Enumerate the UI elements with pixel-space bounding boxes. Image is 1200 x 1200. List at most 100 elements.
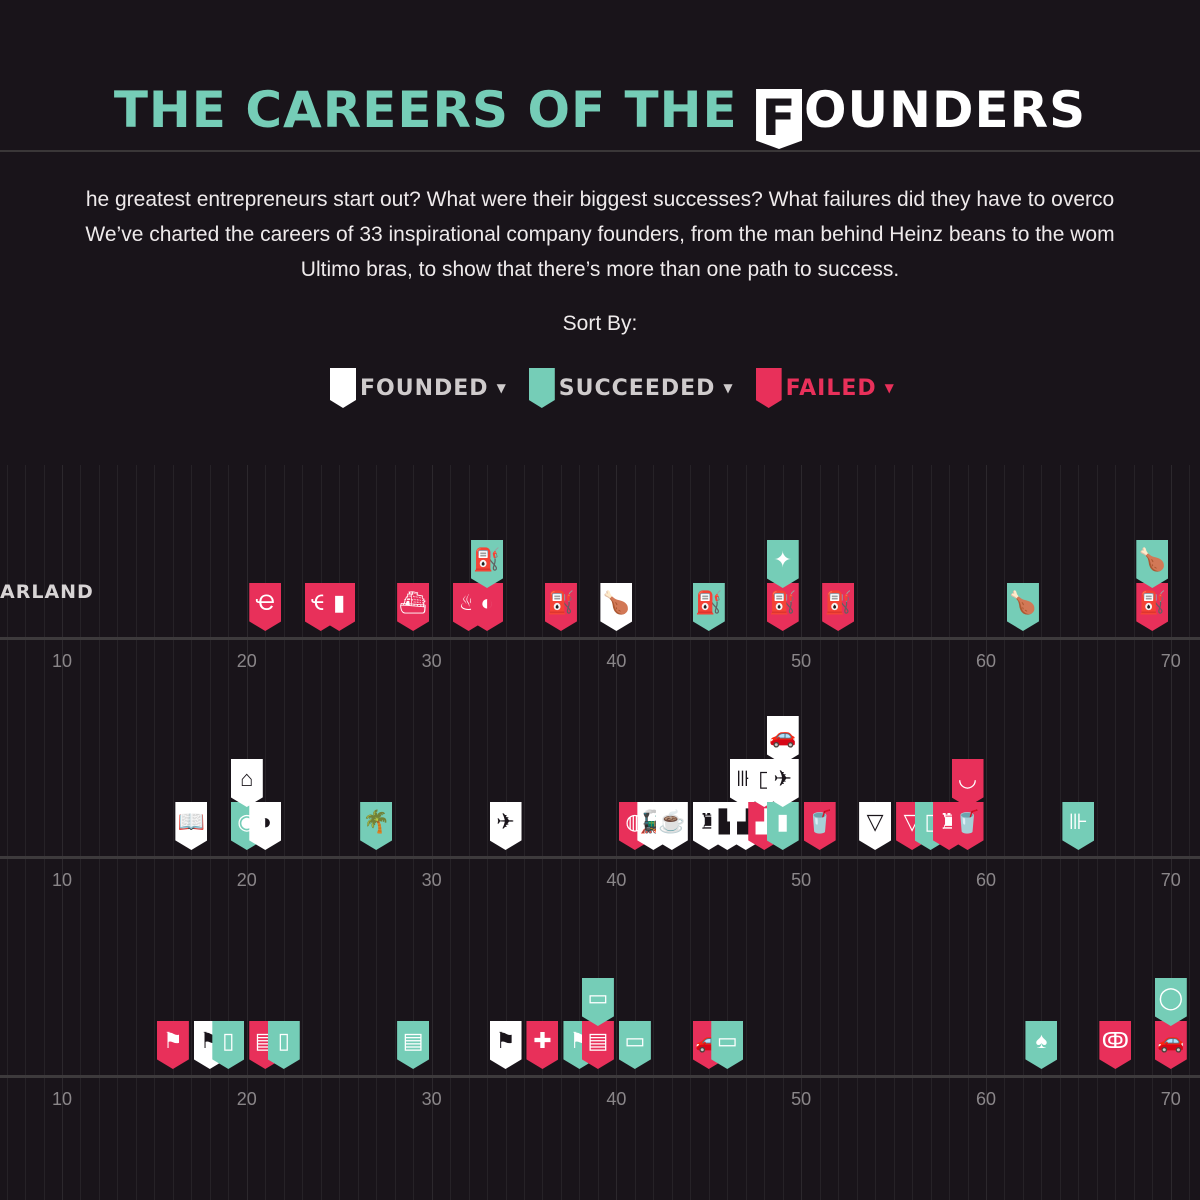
sort-founded-button[interactable]: FOUNDED ▼ [330,368,507,408]
x-tick-label: 10 [51,651,73,671]
chevron-down-icon: ▼ [884,381,895,395]
founded-marker-car-icon[interactable]: 🚗 [766,716,799,764]
succeeded-marker-book-icon[interactable]: ▯ [267,1021,300,1069]
succeeded-marker-ring-icon[interactable]: ◯ [1154,978,1187,1026]
grid-line [524,465,525,1200]
succeeded-marker-spade-icon[interactable]: ♠ [1025,1021,1058,1069]
grid-line [1133,465,1135,1200]
x-tick-label: 60 [975,651,997,671]
grid-line [357,465,359,1200]
succeeded-marker-book-icon[interactable]: ▯ [212,1021,245,1069]
grid-line [1041,465,1043,1200]
grid-line [80,465,82,1200]
succeeded-marker-chicken-leg-icon[interactable]: 🍗 [1006,583,1039,631]
row-baseline [0,1075,1200,1078]
careers-chart: 10 20 30 40 50 60 70 ARLAND Ҽ Ҽ ▮ ⛴ ♨ ◐ ⛽ ⛽ 🍗 ⛽ ⛽ ✦ ⛽ 🍗 ⛽ 🍗 10 20… [0,465,1200,1200]
failed-marker-gas-pump-icon[interactable]: ▮ [323,583,356,631]
x-tick-label: 70 [1160,1089,1181,1109]
grid-line [801,465,803,1200]
founded-marker-shop-icon[interactable]: ⌂ [230,759,263,807]
succeeded-marker-laptop-icon[interactable]: ▭ [711,1021,744,1069]
sort-succeeded-button[interactable]: SUCCEEDED ▼ [528,368,734,408]
founded-marker-plane-icon[interactable]: ✈ [766,759,799,807]
x-tick-label: 30 [421,651,442,671]
succeeded-marker-dumbbell-icon[interactable]: ⊪ [1062,802,1095,850]
row-baseline [0,856,1200,859]
succeeded-marker-island-icon[interactable]: 🌴 [360,802,393,850]
grid-line [6,465,8,1200]
grid-line [986,465,987,1200]
sort-founded-label: FOUNDED [360,375,489,401]
failed-marker-bandage-icon[interactable]: ✚ [526,1021,559,1069]
grid-line [320,465,322,1200]
grid-line [339,465,341,1200]
x-tick-label: 70 [1160,651,1181,671]
grid-line [283,465,285,1200]
founded-marker-underwear-icon[interactable]: ▽ [859,802,892,850]
grid-line [1059,465,1061,1200]
x-tick-label: 60 [975,1089,997,1109]
failed-marker-car-icon[interactable]: 🚗 [1154,1021,1187,1069]
grid-line [135,465,137,1200]
grid-line [431,465,433,1200]
grid-line [579,465,581,1200]
succeeded-marker-chicken-leg-icon[interactable]: 🍗 [1136,540,1169,588]
failed-marker-lips-icon[interactable]: ◡ [951,759,984,807]
succeeded-marker-gas-pump-icon[interactable]: ⛽ [471,540,504,588]
intro-line-3: Ultimo bras, to show that there’s more t… [300,258,900,281]
chevron-down-icon: ▼ [496,381,507,395]
succeeded-marker-laptop-icon[interactable]: ▭ [618,1021,651,1069]
chevron-down-icon: ▼ [723,381,734,395]
succeeded-marker-eagle-icon[interactable]: ✦ [766,540,799,588]
founded-marker-lamp-icon[interactable]: ⚑ [489,1021,522,1069]
founded-marker-plane-icon[interactable]: ✈ [489,802,522,850]
failed-marker-gas-pump-icon[interactable]: ⛽ [822,583,855,631]
grid-line [856,465,858,1200]
failed-marker-cup-icon[interactable]: 🥤 [951,802,984,850]
failed-marker-tricycle-icon[interactable]: ↂ [1099,1021,1132,1069]
failed-marker-tire-icon[interactable]: ◐ [471,583,504,631]
f-badge-logo: F [756,89,803,149]
sort-controls: FOUNDED ▼ SUCCEEDED ▼ FAILED ▼ [330,367,895,409]
failed-marker-cup-icon[interactable]: 🥤 [803,802,836,850]
founded-marker-chicken-leg-icon[interactable]: 🍗 [600,583,633,631]
succeeded-marker-gas-pump-icon[interactable]: ⛽ [692,583,725,631]
grid-line [98,465,100,1200]
founded-marker-book-icon[interactable]: 📖 [175,802,208,850]
sort-by-label: Sort By: [562,312,638,335]
grid-line [1004,465,1006,1200]
title-white: OUNDERS [804,81,1087,139]
grid-line [209,465,211,1200]
failed-marker-lamp-icon[interactable]: ⚑ [156,1021,189,1069]
grid-line [1096,465,1098,1200]
x-tick-label: 40 [606,651,627,671]
failed-marker-gas-pump-icon[interactable]: ⛽ [544,583,577,631]
succeeded-flag-icon [528,368,555,408]
failed-marker-ear-icon[interactable]: Ҽ [249,583,282,631]
failed-marker-gas-pump-icon[interactable]: ⛽ [1136,583,1169,631]
intro-text: he greatest entrepreneurs start out? Wha… [0,182,1200,287]
grid-line [25,465,27,1200]
x-tick-label: 50 [791,870,812,890]
x-tick-label: 30 [421,1089,442,1109]
x-tick-label: 70 [1160,870,1181,890]
founded-marker-cup-icon[interactable]: ☕ [655,802,688,850]
grid-line [597,465,599,1200]
succeeded-marker-box-icon[interactable]: ▤ [397,1021,430,1069]
grid-line [560,465,562,1200]
x-tick-label: 40 [606,1089,627,1109]
failed-marker-gas-pump-icon[interactable]: ⛽ [766,583,799,631]
title-divider [0,150,1200,152]
failed-marker-ship-icon[interactable]: ⛴ [397,583,430,631]
grid-line [468,465,470,1200]
founded-marker-record-icon[interactable]: ◑ [249,802,282,850]
succeeded-marker-laptop-icon[interactable]: ▭ [581,978,614,1026]
failed-marker-box-icon[interactable]: ▤ [581,1021,614,1069]
succeeded-marker-bottle-icon[interactable]: ▮ [766,802,799,850]
x-tick-label: 20 [236,1089,257,1109]
x-tick-label: 50 [791,1089,812,1109]
grid-line [154,465,156,1200]
grid-line [1022,465,1024,1200]
page-title: THE CAREERS OF THE F OUNDERS [0,78,1200,149]
sort-failed-button[interactable]: FAILED ▼ [755,368,895,408]
